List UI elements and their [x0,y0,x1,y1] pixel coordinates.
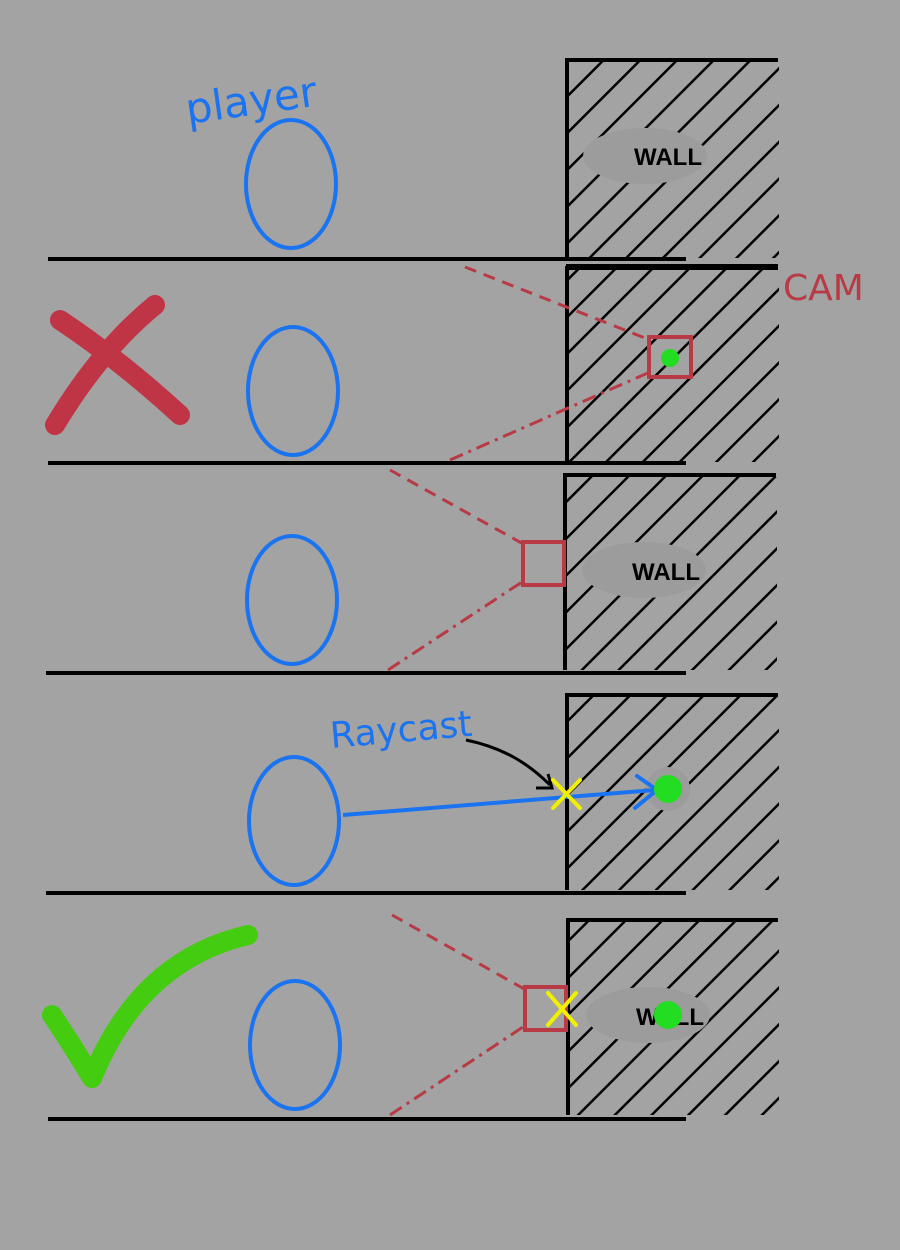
camera-view-ray-top [391,913,527,992]
check-icon [42,925,258,1088]
wall-label-bg [582,542,706,598]
wall-outline [566,918,778,1115]
wall-outline [565,693,778,890]
wall-label: WALL [632,559,700,586]
player-icon [246,325,340,457]
panel-scene: WALL player [48,58,779,261]
wall-outline [563,473,776,670]
camera-view-ray-bottom [449,370,651,462]
target-point [654,1001,682,1029]
camera-view-ray-top [389,468,526,547]
camera-view-ray-bottom [387,578,526,672]
player-icon [245,534,339,666]
player-label: player [182,67,320,134]
camera-view-ray-top [464,265,651,342]
wall-label: WALL [634,144,702,171]
camera-box-icon [523,985,568,1032]
x-marker-icon [546,991,578,1027]
wall-outline [565,58,778,258]
panel-camera-at-wall-face: WALL [46,468,777,675]
camera-box-icon [521,540,566,587]
cam-label: CAM [783,268,864,309]
x-marker-icon [551,778,582,810]
panel-raycast: Raycast [46,693,779,895]
target-point [661,349,679,367]
wall-label-bg [586,987,710,1043]
cross-icon [50,310,190,425]
player-icon [244,118,338,250]
camera-box-icon [647,335,693,379]
wall-label-bg [583,128,707,184]
pointer-arrow [465,738,552,787]
raycast-label: Raycast [329,704,474,757]
camera-view-ray-bottom [389,1023,527,1117]
pointer-arrowhead-icon [536,773,554,790]
panel-camera-at-hit-point: WALL [42,913,779,1121]
panel-camera-inside-wall: CAM [45,264,864,465]
cross-icon-stroke [45,295,165,435]
raycast-line [342,788,656,817]
target-point [654,775,682,803]
player-icon [248,979,342,1111]
player-icon [247,755,341,887]
